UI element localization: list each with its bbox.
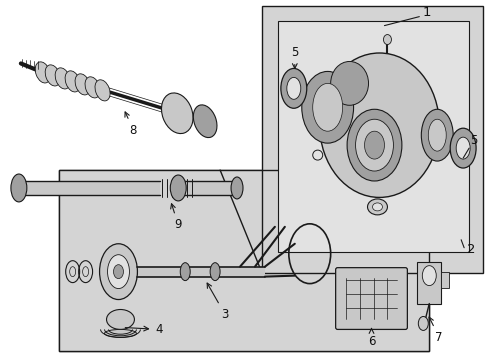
Bar (19, 181, 160, 195)
Bar (277, 21, 468, 252)
Ellipse shape (180, 263, 190, 280)
Ellipse shape (319, 53, 438, 197)
Ellipse shape (372, 203, 382, 211)
Ellipse shape (193, 105, 217, 138)
Ellipse shape (35, 62, 50, 83)
Ellipse shape (210, 263, 220, 280)
Ellipse shape (170, 175, 186, 201)
Ellipse shape (346, 109, 401, 181)
Ellipse shape (100, 244, 137, 300)
Text: 3: 3 (207, 283, 228, 321)
Text: 5: 5 (290, 46, 298, 68)
Text: 9: 9 (170, 204, 182, 231)
Ellipse shape (45, 65, 60, 86)
Ellipse shape (417, 316, 427, 330)
Ellipse shape (85, 77, 100, 98)
Ellipse shape (161, 93, 193, 134)
Ellipse shape (312, 84, 342, 131)
Ellipse shape (421, 109, 452, 161)
Ellipse shape (364, 131, 384, 159)
Bar (416, 262, 440, 303)
Bar (440, 272, 448, 288)
Ellipse shape (75, 74, 90, 95)
Bar (262, 6, 482, 273)
Text: 5: 5 (469, 134, 476, 147)
Ellipse shape (280, 68, 306, 108)
Polygon shape (59, 170, 428, 351)
Text: 8: 8 (124, 112, 137, 137)
Ellipse shape (427, 119, 446, 151)
Polygon shape (59, 170, 428, 351)
Ellipse shape (65, 71, 80, 92)
Text: 4: 4 (125, 323, 163, 336)
Ellipse shape (286, 77, 300, 99)
Ellipse shape (422, 266, 435, 285)
Ellipse shape (11, 174, 27, 202)
Text: 6: 6 (367, 329, 374, 348)
Ellipse shape (107, 255, 129, 289)
Bar (137, 267, 264, 276)
Ellipse shape (230, 177, 243, 199)
Text: 1: 1 (422, 6, 430, 19)
Ellipse shape (367, 199, 386, 215)
Ellipse shape (106, 310, 134, 329)
Ellipse shape (330, 62, 368, 105)
Ellipse shape (95, 80, 110, 101)
Bar (178, 181, 235, 195)
Ellipse shape (449, 128, 475, 168)
Ellipse shape (383, 35, 390, 45)
Ellipse shape (355, 119, 393, 171)
Ellipse shape (113, 265, 123, 279)
Text: 7: 7 (428, 317, 442, 344)
Ellipse shape (104, 329, 136, 337)
Ellipse shape (55, 68, 70, 89)
Ellipse shape (301, 71, 353, 143)
Ellipse shape (455, 137, 469, 159)
Text: 2: 2 (466, 243, 474, 256)
FancyBboxPatch shape (335, 268, 407, 329)
